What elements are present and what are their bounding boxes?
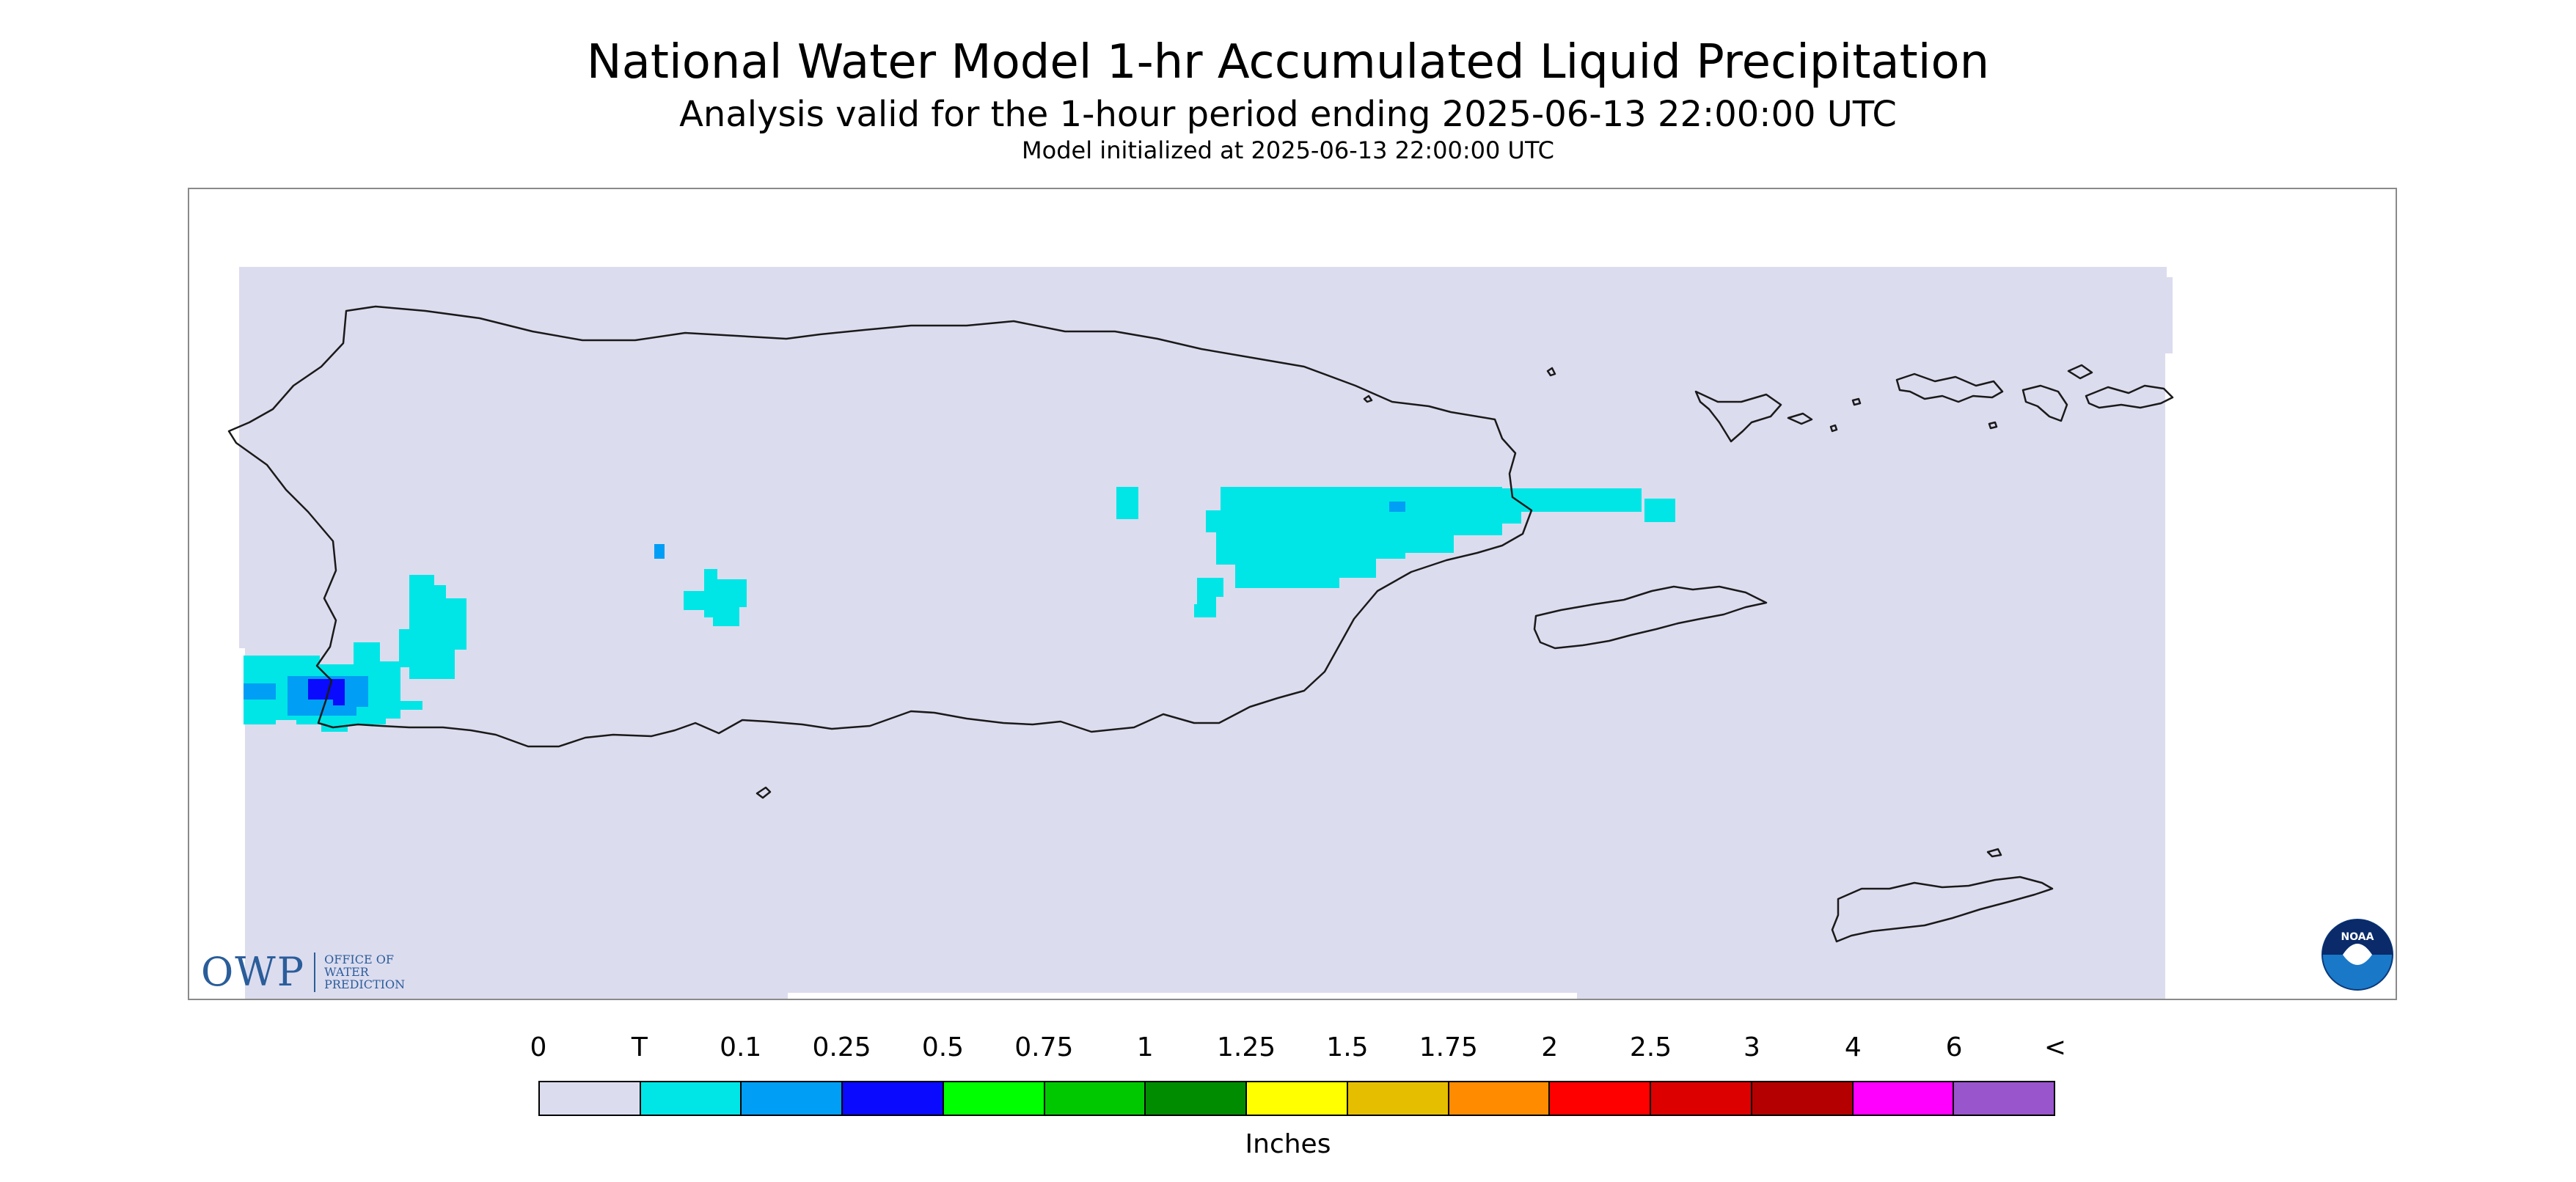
- legend-swatch: [1146, 1082, 1248, 1115]
- legend-tick-label: 4: [1844, 1032, 1862, 1062]
- st-john-outline: [2021, 384, 2068, 422]
- legend-units: Inches: [1245, 1129, 1331, 1159]
- vieques-outline: [1533, 585, 1768, 650]
- precip-trace: [244, 487, 1675, 732]
- noaa-logo-icon: NOAA: [2321, 919, 2393, 991]
- legend-tick-label: 6: [1945, 1032, 1963, 1062]
- model-domain: [239, 267, 2173, 999]
- owp-logo-divider: [314, 952, 316, 992]
- owp-logo-line: Water: [324, 965, 369, 979]
- precip-cell: [1644, 499, 1675, 522]
- precip-cell: [1116, 487, 1138, 519]
- cayo-norte-outline: [1787, 412, 1813, 425]
- precip-cell: [1206, 487, 1642, 588]
- islet-outline: [1363, 394, 1373, 403]
- legend-tick-label: 0.25: [812, 1032, 871, 1062]
- islet-outline: [1546, 367, 1556, 377]
- legend-tick-label: 3: [1743, 1032, 1760, 1062]
- legend-tick-label: 1.25: [1216, 1032, 1276, 1062]
- owp-logo-line: Office of: [324, 952, 394, 966]
- legend-swatch: [1044, 1082, 1146, 1115]
- legend: 0 T 0.1 0.25 0.5 0.75 1 1.25 1.5 1.75 2 2.5 3 4 6 <: [530, 1032, 2066, 1142]
- precip-cell: [244, 683, 276, 700]
- legend-tick-label: 1: [1136, 1032, 1154, 1062]
- legend-swatch: [1954, 1082, 2054, 1115]
- owp-logo-text: Office of Water Prediction: [324, 953, 405, 991]
- owp-logo-mark: OWP: [201, 949, 306, 995]
- legend-tick-label: 2.5: [1629, 1032, 1672, 1062]
- svg-text:NOAA: NOAA: [2341, 931, 2374, 943]
- legend-swatch: [1550, 1082, 1652, 1115]
- legend-tick-label: 1.5: [1326, 1032, 1369, 1062]
- precip-cell: [684, 569, 747, 626]
- st-thomas-outline: [1895, 372, 2004, 403]
- legend-swatch: [540, 1082, 641, 1115]
- map-panel: OWP Office of Water Prediction NOAA: [188, 188, 2397, 1000]
- legend-swatch: [640, 1082, 742, 1115]
- legend-swatch: [1347, 1082, 1449, 1115]
- legend-swatch: [1449, 1082, 1551, 1115]
- islet-outline: [1829, 424, 1838, 433]
- islet-outline: [1851, 397, 1862, 406]
- legend-colorbar: [538, 1081, 2055, 1116]
- legend-swatch: [843, 1082, 944, 1115]
- precip-cell: [1194, 578, 1223, 617]
- precip-cell: [399, 575, 466, 679]
- legend-swatch: [943, 1082, 1045, 1115]
- legend-tick-label: 0.75: [1014, 1032, 1074, 1062]
- precipitation-map: [227, 267, 2174, 999]
- map-title: National Water Model 1-hr Accumulated Li…: [586, 35, 1990, 89]
- legend-tick-label: 2: [1541, 1032, 1559, 1062]
- map-subtitle: Analysis valid for the 1-hour period end…: [679, 94, 1897, 135]
- legend-swatch: [1853, 1082, 1955, 1115]
- tortola-outline: [2085, 384, 2174, 409]
- coastlines: [227, 305, 2174, 943]
- culebra-outline: [1694, 390, 1782, 443]
- legend-swatch: [742, 1082, 844, 1115]
- legend-tick-label: T: [631, 1032, 648, 1062]
- puerto-rico-outline: [227, 305, 1533, 748]
- owp-logo: OWP Office of Water Prediction: [201, 949, 405, 995]
- jost-van-dyke-outline: [2067, 364, 2093, 380]
- legend-tick-label: 1.75: [1419, 1032, 1478, 1062]
- precip-cell: [1389, 502, 1405, 512]
- owp-logo-line: Prediction: [324, 977, 406, 991]
- mona-reef-outline: [755, 786, 772, 799]
- precip-moderate: [308, 679, 345, 705]
- st-croix-outline: [1831, 876, 2054, 943]
- model-init-time: Model initialized at 2025-06-13 22:00:00…: [1022, 136, 1554, 164]
- legend-swatch: [1651, 1082, 1752, 1115]
- legend-swatch: [1247, 1082, 1348, 1115]
- islet-outline: [1988, 421, 1998, 430]
- buck-island-outline: [1986, 848, 2002, 858]
- legend-tick-label: 0.5: [921, 1032, 965, 1062]
- legend-tick-label: 0: [530, 1032, 547, 1062]
- legend-tick-label: <: [2043, 1032, 2067, 1062]
- legend-tick-label: 0.1: [720, 1032, 762, 1062]
- legend-swatch: [1752, 1082, 1854, 1115]
- precip-cell: [308, 679, 345, 705]
- precip-cell: [654, 544, 665, 559]
